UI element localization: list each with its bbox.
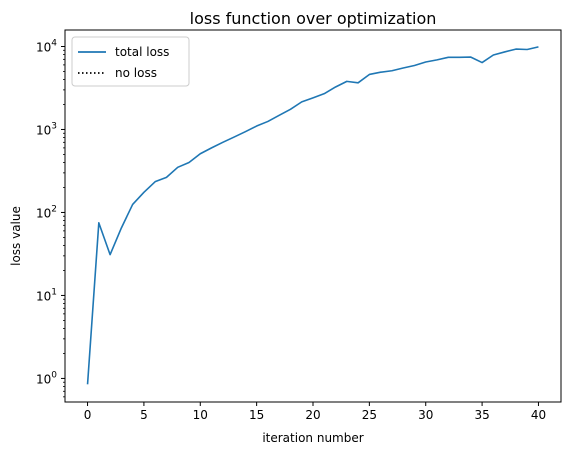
y-tick-label: 100 — [36, 370, 57, 386]
legend-box — [71, 36, 190, 87]
axes-frame — [64, 29, 562, 403]
plot-area: 0 5 10 15 20 25 30 35 40 100 101 102 103 104 — [36, 38, 546, 422]
x-tick-label: 10 — [193, 408, 208, 422]
y-tick-label: 101 — [36, 287, 57, 303]
legend-label: total loss — [115, 45, 169, 59]
legend: total loss no loss — [71, 36, 190, 87]
series-line-0 — [86, 46, 539, 385]
y-axis-label: loss value — [9, 206, 23, 266]
x-tick-label: 0 — [84, 408, 92, 422]
x-axis-label: iteration number — [262, 431, 363, 445]
x-tick-label: 5 — [140, 408, 148, 422]
legend-label: no loss — [115, 66, 157, 80]
x-tick-label: 40 — [531, 408, 546, 422]
x-tick-label: 35 — [474, 408, 489, 422]
chart-title: loss function over optimization — [190, 9, 437, 28]
x-tick-label: 30 — [418, 408, 433, 422]
x-tick-label: 25 — [362, 408, 377, 422]
y-tick-label: 103 — [36, 121, 57, 137]
x-tick-label: 20 — [305, 408, 320, 422]
x-tick-label: 15 — [249, 408, 264, 422]
y-tick-label: 102 — [36, 204, 57, 220]
y-tick-label: 104 — [36, 38, 57, 54]
